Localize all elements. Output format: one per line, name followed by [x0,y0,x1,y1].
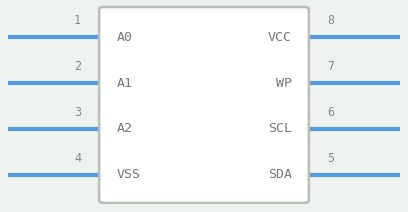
Text: A0: A0 [116,31,132,44]
Text: 3: 3 [74,106,81,119]
Text: A1: A1 [116,77,132,90]
Text: 8: 8 [327,14,334,27]
Text: 1: 1 [74,14,81,27]
Text: 4: 4 [74,152,81,165]
Text: SDA: SDA [268,168,292,181]
Text: VSS: VSS [116,168,140,181]
Text: 6: 6 [327,106,334,119]
FancyBboxPatch shape [99,7,309,203]
Text: VCC: VCC [268,31,292,44]
Text: 7: 7 [327,60,334,73]
Text: WP: WP [276,77,292,90]
Text: 2: 2 [74,60,81,73]
Text: SCL: SCL [268,122,292,135]
Text: A2: A2 [116,122,132,135]
Text: 5: 5 [327,152,334,165]
